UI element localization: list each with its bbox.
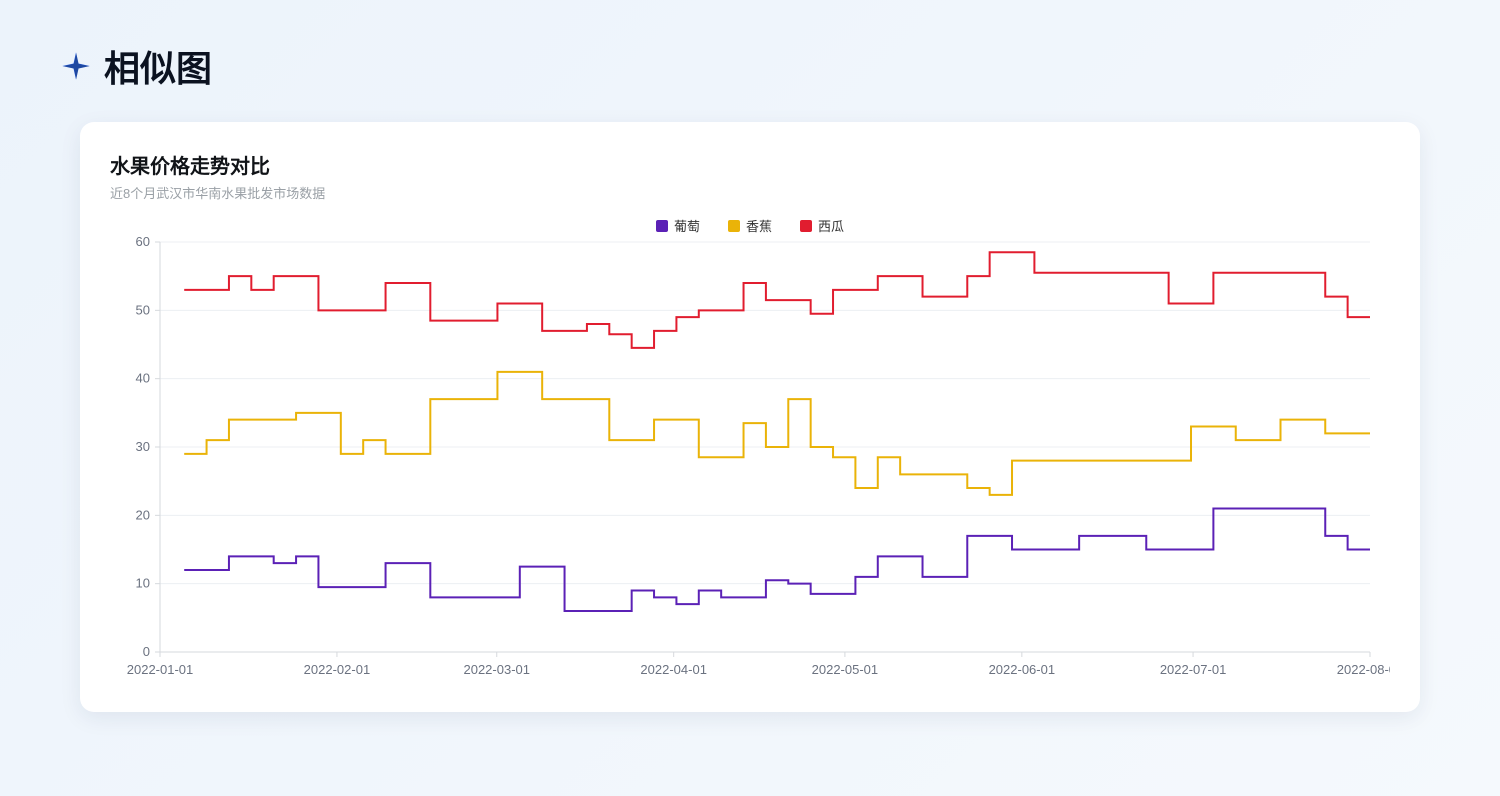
page-header: 相似图: [0, 0, 1500, 112]
svg-text:2022-06-01: 2022-06-01: [989, 662, 1056, 677]
legend-swatch: [728, 220, 740, 232]
chart-subtitle: 近8个月武汉市华南水果批发市场数据: [110, 183, 1390, 202]
svg-text:60: 60: [136, 234, 150, 249]
chart-plot-area: 0 10 20 30 40 50 60 2022-01-01 2022-02-01 2022-03…: [110, 232, 1390, 692]
legend-swatch: [656, 220, 668, 232]
svg-text:2022-05-01: 2022-05-01: [812, 662, 879, 677]
chart-svg: 0 10 20 30 40 50 60 2022-01-01 2022-02-01 2022-03…: [110, 232, 1390, 692]
svg-text:50: 50: [136, 302, 150, 317]
svg-text:2022-04-01: 2022-04-01: [640, 662, 707, 677]
page-title: 相似图: [104, 40, 212, 92]
legend-swatch: [800, 220, 812, 232]
svg-text:20: 20: [136, 507, 150, 522]
svg-text:2022-07-01: 2022-07-01: [1160, 662, 1227, 677]
svg-text:10: 10: [136, 576, 150, 591]
svg-text:2022-02-01: 2022-02-01: [304, 662, 371, 677]
sparkle-icon: [60, 50, 92, 82]
svg-text:2022-01-01: 2022-01-01: [127, 662, 194, 677]
svg-text:2022-03-01: 2022-03-01: [463, 662, 529, 677]
svg-text:2022-08-01: 2022-08-01: [1337, 662, 1390, 677]
svg-text:30: 30: [136, 439, 150, 454]
svg-text:40: 40: [136, 371, 150, 386]
svg-text:0: 0: [143, 644, 150, 659]
chart-card: 水果价格走势对比 近8个月武汉市华南水果批发市场数据 葡萄 香蕉 西瓜 0102…: [80, 122, 1420, 712]
chart-title: 水果价格走势对比: [110, 150, 1390, 179]
